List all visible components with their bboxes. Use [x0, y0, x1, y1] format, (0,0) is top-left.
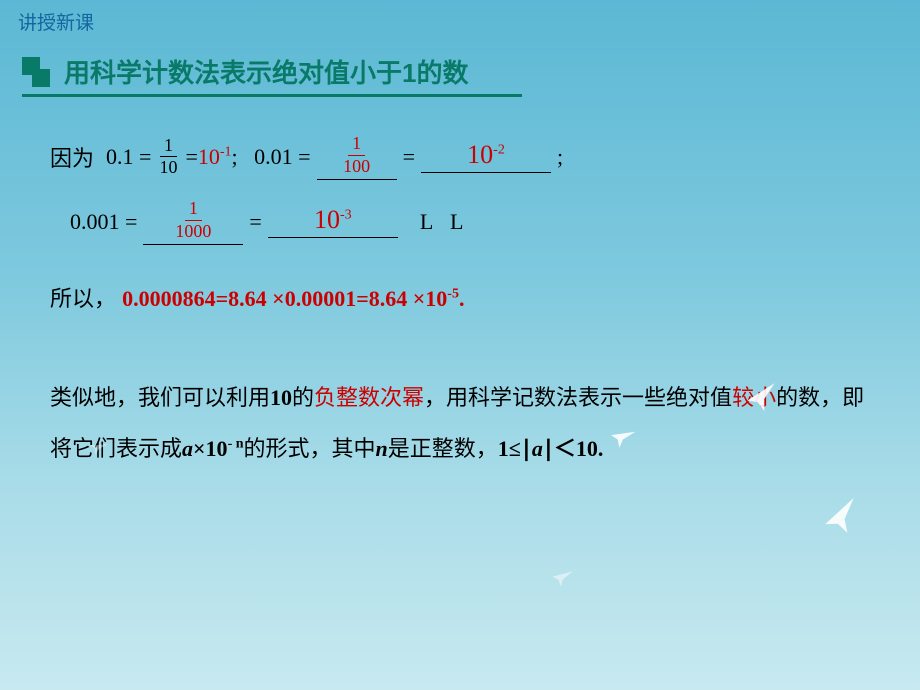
equation-row-1: 因为 0.1 = 1 10 = 10-1 ; 0.01 = 1 100 = 10…	[50, 133, 870, 180]
equation-row-2: 0.001 = 1 1000 = 10-3 L L	[50, 198, 870, 245]
eq1-fraction: 1 10	[155, 135, 181, 179]
eq1-power: 10-1	[198, 144, 232, 170]
eq3-blank-fraction: 1 1000	[143, 198, 243, 245]
eq1-lhs: 0.1 =	[106, 144, 151, 170]
eq-equals-2: =	[403, 144, 415, 170]
lesson-stage-label: 讲授新课	[0, 0, 920, 35]
eq2-blank-fraction: 1 100	[317, 133, 397, 180]
eq-equals: =	[185, 144, 197, 170]
because-label: 因为	[50, 141, 94, 173]
eq3-lhs: 0.001 =	[70, 209, 137, 235]
so-label: 所以，	[50, 286, 116, 311]
conclusion-line: 所以， 0.0000864=8.64 ×0.00001=8.64 ×10-5.	[50, 281, 870, 313]
semicolon-2: ;	[557, 144, 563, 170]
paper-plane-icon	[743, 379, 781, 417]
paper-plane-icon	[817, 493, 868, 544]
section-title: 用科学计数法表示绝对值小于1的数	[64, 53, 468, 90]
section-header: 用科学计数法表示绝对值小于1的数	[22, 53, 522, 97]
eq3-trailing: L L	[420, 209, 470, 235]
eq-equals-3: =	[249, 209, 261, 235]
content-area: 因为 0.1 = 1 10 = 10-1 ; 0.01 = 1 100 = 10…	[0, 97, 920, 475]
eq3-blank-power: 10-3	[268, 205, 398, 238]
eq2-blank-power: 10-2	[421, 140, 551, 173]
conclusion-equation: 0.0000864=8.64 ×0.00001=8.64 ×10-5.	[122, 286, 464, 311]
section-icon	[22, 57, 52, 87]
eq2-lhs: 0.01 =	[254, 144, 310, 170]
paper-plane-icon	[550, 566, 574, 590]
semicolon-1: ;	[232, 144, 255, 170]
